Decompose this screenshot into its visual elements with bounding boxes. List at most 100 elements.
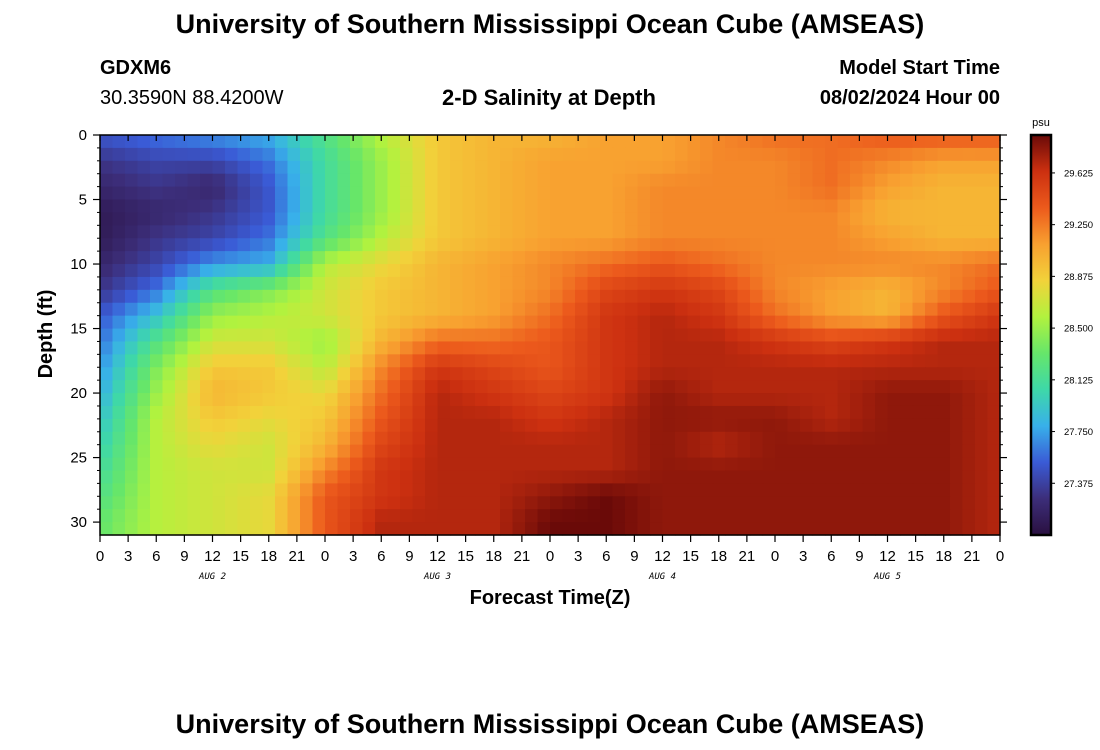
heatmap-cell <box>287 160 301 175</box>
heatmap-cell <box>662 457 676 472</box>
heatmap-cell <box>850 341 864 355</box>
heatmap-cell <box>287 289 301 304</box>
heatmap-cell <box>512 186 526 201</box>
heatmap-cell <box>900 186 914 201</box>
heatmap-cell <box>175 264 189 278</box>
heatmap-cell <box>200 509 214 523</box>
heatmap-cell <box>700 367 714 381</box>
heatmap-cell <box>275 276 289 291</box>
heatmap-cell <box>712 289 726 304</box>
heatmap-cell <box>262 199 276 214</box>
heatmap-cell <box>350 135 364 149</box>
heatmap-cell <box>987 393 1001 407</box>
heatmap-cell <box>187 367 201 381</box>
heatmap-cell <box>375 431 389 446</box>
heatmap-cell <box>675 405 689 420</box>
heatmap-cell <box>600 405 614 420</box>
heatmap-cell <box>712 328 726 343</box>
heatmap-cell <box>475 405 489 420</box>
heatmap-cell <box>625 354 639 368</box>
heatmap-cell <box>475 418 489 433</box>
heatmap-cell <box>737 251 751 265</box>
heatmap-cell <box>762 147 776 162</box>
heatmap-cell <box>550 186 564 201</box>
heatmap-cell <box>987 509 1001 523</box>
heatmap-cell <box>625 147 639 162</box>
heatmap-cell <box>300 380 314 394</box>
heatmap-cell <box>525 251 539 265</box>
heatmap-cell <box>112 509 126 523</box>
heatmap-cell <box>675 470 689 484</box>
heatmap-cell <box>787 393 801 407</box>
heatmap-cell <box>862 444 876 459</box>
heatmap-cell <box>462 135 476 149</box>
heatmap-cell <box>887 160 901 175</box>
x-tick-label: 0 <box>321 548 329 565</box>
heatmap-cell <box>275 147 289 162</box>
heatmap-cell <box>662 470 676 484</box>
heatmap-cell <box>937 444 951 459</box>
heatmap-cell <box>425 444 439 459</box>
heatmap-cell <box>600 522 614 536</box>
heatmap-cell <box>275 328 289 343</box>
heatmap-cell <box>600 315 614 330</box>
heatmap-cell <box>887 199 901 214</box>
heatmap-cell <box>150 496 164 510</box>
heatmap-cell <box>975 393 989 407</box>
heatmap-cell <box>850 405 864 420</box>
heatmap-cell <box>875 160 889 175</box>
heatmap-cell <box>200 135 214 149</box>
heatmap-cell <box>600 225 614 239</box>
heatmap-cell <box>387 212 401 226</box>
heatmap-cell <box>425 418 439 433</box>
heatmap-cell <box>225 522 239 536</box>
heatmap-cell <box>737 483 751 497</box>
heatmap-cell <box>950 212 964 226</box>
heatmap-cell <box>775 405 789 420</box>
heatmap-cell <box>425 354 439 368</box>
heatmap-cell <box>675 483 689 497</box>
heatmap-cell <box>950 509 964 523</box>
heatmap-cell <box>625 405 639 420</box>
heatmap-cell <box>600 470 614 484</box>
heatmap-cell <box>375 289 389 304</box>
heatmap-cell <box>975 135 989 149</box>
heatmap-cell <box>587 225 601 239</box>
heatmap-cell <box>412 225 426 239</box>
heatmap-cell <box>850 186 864 201</box>
heatmap-cell <box>375 418 389 433</box>
heatmap-cell <box>425 251 439 265</box>
heatmap-cell <box>762 444 776 459</box>
heatmap-cell <box>925 289 939 304</box>
heatmap-cell <box>712 173 726 188</box>
heatmap-cell <box>637 160 651 175</box>
heatmap-cell <box>662 212 676 226</box>
heatmap-cell <box>550 315 564 330</box>
heatmap-cell <box>487 418 501 433</box>
heatmap-cell <box>225 380 239 394</box>
heatmap-cell <box>350 444 364 459</box>
heatmap-cell <box>762 457 776 472</box>
heatmap-cell <box>100 393 114 407</box>
heatmap-cell <box>912 354 926 368</box>
heatmap-cell <box>475 496 489 510</box>
heatmap-cell <box>900 393 914 407</box>
heatmap-cell <box>650 483 664 497</box>
heatmap-cell <box>862 483 876 497</box>
heatmap-cell <box>450 380 464 394</box>
heatmap-cell <box>550 509 564 523</box>
heatmap-cell <box>237 173 251 188</box>
heatmap-cell <box>125 509 139 523</box>
heatmap-cell <box>912 405 926 420</box>
heatmap-cell <box>925 444 939 459</box>
heatmap-cell <box>462 302 476 317</box>
heatmap-cell <box>337 341 351 355</box>
heatmap-cell <box>187 431 201 446</box>
heatmap-cell <box>112 405 126 420</box>
heatmap-cell <box>500 147 514 162</box>
heatmap-cell <box>287 367 301 381</box>
heatmap-cell <box>650 160 664 175</box>
heatmap-cell <box>662 186 676 201</box>
heatmap-cell <box>400 135 414 149</box>
heatmap-cell <box>350 418 364 433</box>
